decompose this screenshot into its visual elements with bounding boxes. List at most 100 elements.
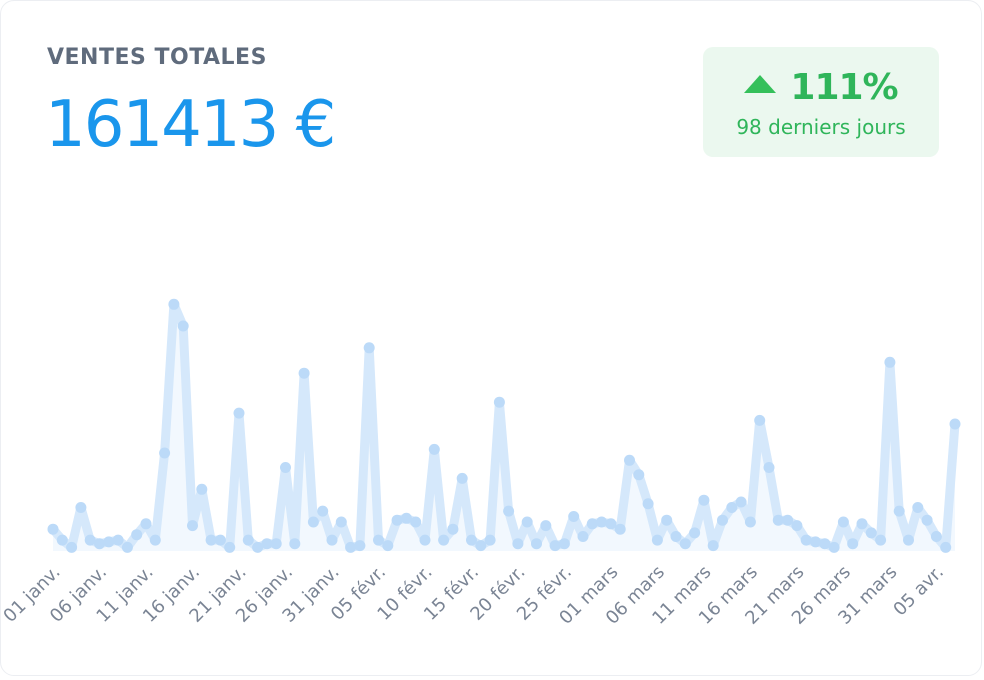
data-point[interactable] [363,342,375,354]
data-point[interactable] [438,534,450,546]
data-point[interactable] [345,541,357,553]
data-point[interactable] [921,514,933,526]
data-point[interactable] [400,512,412,524]
data-point[interactable] [252,541,264,553]
data-point[interactable] [893,505,905,517]
data-point[interactable] [317,505,329,517]
data-point[interactable] [484,534,496,546]
data-point[interactable] [419,534,431,546]
data-point[interactable] [47,523,59,535]
data-point[interactable] [289,538,301,550]
data-point[interactable] [689,527,701,539]
data-point[interactable] [242,534,254,546]
data-point[interactable] [875,534,887,546]
data-point[interactable] [949,418,961,430]
data-point[interactable] [94,538,105,550]
data-point[interactable] [112,534,124,546]
data-point[interactable] [512,538,524,550]
data-point[interactable] [187,520,198,532]
data-point[interactable] [447,523,459,535]
data-point[interactable] [159,447,171,459]
data-point[interactable] [754,414,766,426]
growth-period: 98 derniers jours [736,115,906,139]
data-point[interactable] [930,531,942,542]
data-point[interactable] [800,534,812,546]
data-point[interactable] [131,529,143,541]
data-point[interactable] [103,536,115,548]
data-point[interactable] [903,534,914,546]
data-point[interactable] [75,502,87,513]
data-point[interactable] [456,472,468,484]
data-point[interactable] [577,531,589,542]
data-point[interactable] [707,540,719,552]
data-point[interactable] [84,534,96,546]
data-point[interactable] [596,516,608,528]
data-point[interactable] [168,298,180,310]
data-point[interactable] [196,483,208,495]
data-point[interactable] [624,454,635,466]
data-point[interactable] [270,538,282,550]
data-point[interactable] [466,534,477,546]
data-point[interactable] [633,469,645,481]
data-point[interactable] [940,541,952,553]
data-point[interactable] [679,538,691,550]
data-point[interactable] [540,520,552,532]
data-point[interactable] [382,540,394,552]
data-point[interactable] [586,518,598,530]
data-point[interactable] [726,502,738,513]
data-point[interactable] [856,518,868,530]
data-point[interactable] [298,367,310,379]
data-point[interactable] [819,538,831,550]
data-point[interactable] [642,498,654,510]
data-point[interactable] [280,462,291,473]
data-point[interactable] [428,443,440,455]
data-point[interactable] [410,516,422,528]
data-point[interactable] [121,541,133,553]
data-point[interactable] [177,320,189,332]
data-point[interactable] [763,462,775,473]
data-point[interactable] [865,527,877,539]
data-point[interactable] [493,396,505,408]
data-point[interactable] [651,534,663,546]
data-point[interactable] [391,514,403,526]
card-title: VENTES TOTALES [47,45,267,70]
data-point[interactable] [326,534,338,546]
data-point[interactable] [605,518,617,530]
data-point[interactable] [791,520,803,532]
data-point[interactable] [373,534,384,546]
data-point[interactable] [354,540,366,552]
data-point[interactable] [531,538,542,550]
data-point[interactable] [698,494,710,506]
data-point[interactable] [521,516,533,528]
data-point[interactable] [735,496,747,508]
data-point[interactable] [568,511,580,522]
data-point[interactable] [717,514,728,526]
data-point[interactable] [670,531,682,542]
data-point[interactable] [66,541,78,553]
data-point[interactable] [224,541,236,553]
data-point[interactable] [140,518,152,530]
data-point[interactable] [475,540,487,552]
data-point[interactable] [810,536,821,548]
data-point[interactable] [56,534,68,546]
data-point[interactable] [503,505,515,517]
data-point[interactable] [261,538,273,550]
data-point[interactable] [884,356,896,368]
data-point[interactable] [782,514,794,526]
data-point[interactable] [744,516,756,528]
data-point[interactable] [307,516,319,528]
data-point[interactable] [233,407,245,419]
data-point[interactable] [214,534,226,546]
data-point[interactable] [772,514,784,526]
data-point[interactable] [549,540,561,552]
data-point[interactable] [661,514,673,526]
data-point[interactable] [558,538,570,550]
data-point[interactable] [912,502,924,513]
data-point[interactable] [614,523,626,535]
data-point[interactable] [828,541,840,553]
data-point[interactable] [335,516,347,528]
data-point[interactable] [837,516,849,528]
data-point[interactable] [205,534,217,546]
data-point[interactable] [847,538,859,550]
data-point[interactable] [149,534,161,546]
